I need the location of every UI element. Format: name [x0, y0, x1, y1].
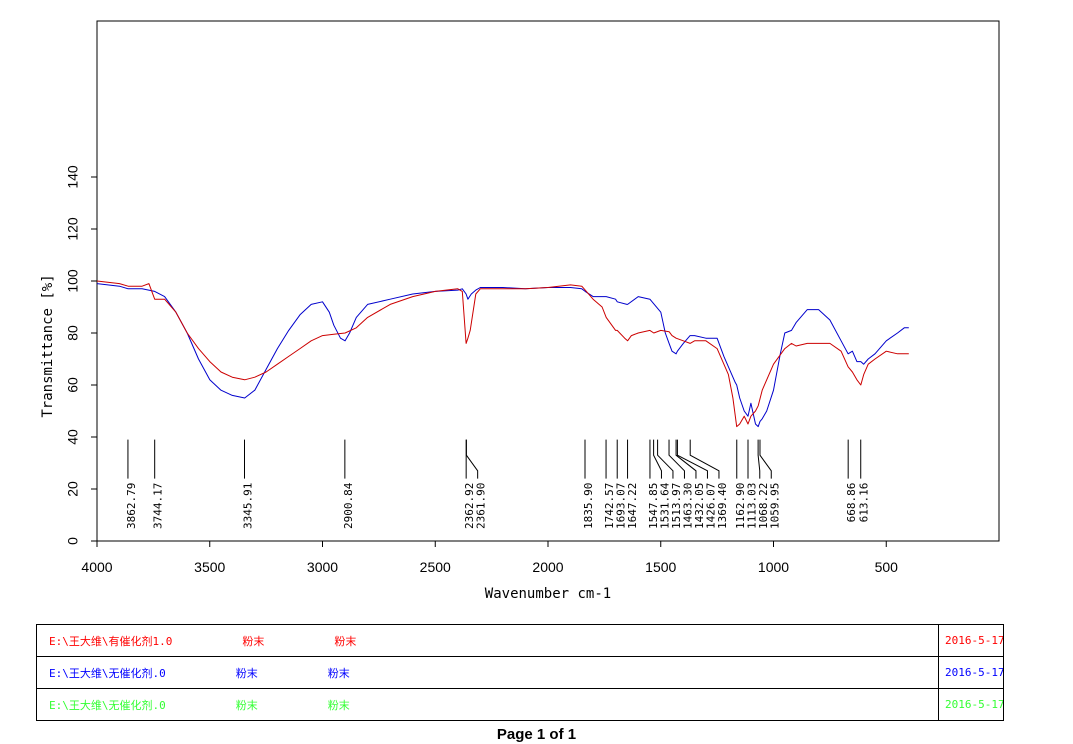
peak-marker-line: [759, 439, 772, 479]
peak-label: 2361.90: [475, 483, 488, 529]
y-tick-label: 20: [65, 481, 81, 497]
x-tick-label: 3500: [194, 559, 225, 575]
legend-date: 2016-5-17: [938, 656, 1004, 689]
peak-label: 1432.05: [693, 483, 706, 529]
peak-label: 1531.64: [658, 482, 671, 529]
y-tick-label: 0: [65, 537, 81, 545]
peak-label: 2362.92: [463, 483, 476, 529]
peak-label: 1369.40: [716, 483, 729, 529]
peak-marker-line: [757, 439, 761, 479]
peak-label: 1835.90: [582, 483, 595, 529]
spectrum-series: [96, 280, 909, 428]
peak-marker-line: [689, 439, 720, 479]
peak-label: 1162.90: [734, 483, 747, 529]
legend-file-path: E:\王大维\无催化剂.0: [49, 698, 166, 712]
peak-marker-line: [653, 439, 662, 479]
peak-label: 1547.85: [647, 483, 660, 529]
peak-label: 1693.07: [615, 483, 628, 529]
legend-sample-cell: E:\王大维\无催化剂.0 粉末 粉末: [36, 656, 939, 689]
peak-label: 1068.22: [757, 483, 770, 529]
x-tick-label: 2500: [420, 559, 451, 575]
peak-label: 1426.07: [704, 483, 717, 529]
peak-label: 3345.91: [241, 483, 254, 529]
peak-label: 2900.84: [342, 482, 355, 529]
x-tick-label: 1000: [758, 559, 789, 575]
peak-marker-line: [676, 439, 708, 479]
plot-frame: [96, 20, 1000, 542]
peak-label: 1742.57: [603, 483, 616, 529]
x-tick-label: 1500: [645, 559, 676, 575]
spectrum-line-1: [96, 280, 909, 428]
peak-label: 613.16: [858, 483, 871, 523]
legend-state-1: 粉末: [235, 666, 258, 680]
y-tick-label: 100: [65, 269, 81, 293]
peak-marker-line: [668, 439, 685, 479]
legend-row: E:\王大维\有催化剂1.0 粉末 粉末 2016-5-17: [36, 624, 1004, 657]
ir-spectrum-chart: 0 20 40 60 80 100 120 140 4000 3500 3000 2500 2000 1…: [40, 20, 1000, 602]
legend-file-path: E:\王大维\有催化剂1.0: [49, 634, 173, 648]
y-tick-label: 80: [65, 325, 81, 341]
peak-label: 1647.22: [626, 483, 639, 529]
y-tick-label: 140: [65, 165, 81, 189]
peak-label: 1059.95: [768, 483, 781, 529]
legend-date: 2016-5-17: [938, 688, 1004, 721]
peak-marker-line: [657, 439, 674, 479]
legend-sample-cell: E:\王大维\有催化剂1.0 粉末 粉末: [36, 624, 939, 657]
y-tick-label: 40: [65, 429, 81, 445]
y-tick-label: 120: [65, 217, 81, 241]
legend-date: 2016-5-17: [938, 624, 1004, 657]
x-axis: 4000 3500 3000 2500 2000 1500 1000 500: [81, 541, 898, 575]
legend-row: E:\王大维\无催化剂.0 粉末 粉末 2016-5-17: [36, 688, 1004, 721]
peak-label: 1113.03: [745, 483, 758, 529]
peak-label: 3744.17: [152, 483, 165, 529]
peak-label: 668.86: [845, 483, 858, 523]
peak-label: 1463.30: [681, 483, 694, 529]
legend-file-path: E:\王大维\无催化剂.0: [49, 666, 166, 680]
x-axis-label: Wavenumber cm-1: [485, 586, 611, 602]
legend-row: E:\王大维\无催化剂.0 粉末 粉末 2016-5-17: [36, 656, 1004, 689]
y-axis-label: Transmittance [%]: [40, 274, 56, 417]
legend-state-1: 粉末: [235, 698, 258, 712]
y-tick-label: 60: [65, 377, 81, 393]
x-tick-label: 4000: [81, 559, 112, 575]
peak-marker-line: [465, 439, 479, 479]
legend-state-2: 粉末: [327, 666, 350, 680]
x-tick-label: 2000: [532, 559, 563, 575]
spectrum-line-0: [96, 283, 909, 428]
peak-label: 1513.97: [670, 483, 683, 529]
sample-legend-table: E:\王大维\有催化剂1.0 粉末 粉末 2016-5-17 E:\王大维\无催化剂.0…: [36, 624, 1004, 721]
legend-sample-cell: E:\王大维\无催化剂.0 粉末 粉末: [36, 688, 939, 721]
y-axis: 0 20 40 60 80 100 120 140: [65, 165, 97, 545]
legend-state-1: 粉末: [242, 634, 265, 648]
peak-markers: 3862.79 3744.17 3345.91 2900.84 2362.922361.…: [125, 439, 871, 529]
legend-state-2: 粉末: [334, 634, 357, 648]
peak-marker-line: [675, 439, 697, 479]
legend-state-2: 粉末: [327, 698, 350, 712]
x-tick-label: 500: [875, 559, 899, 575]
peak-label: 3862.79: [125, 483, 138, 529]
page-footer: Page 1 of 1: [496, 726, 577, 743]
x-tick-label: 3000: [307, 559, 338, 575]
